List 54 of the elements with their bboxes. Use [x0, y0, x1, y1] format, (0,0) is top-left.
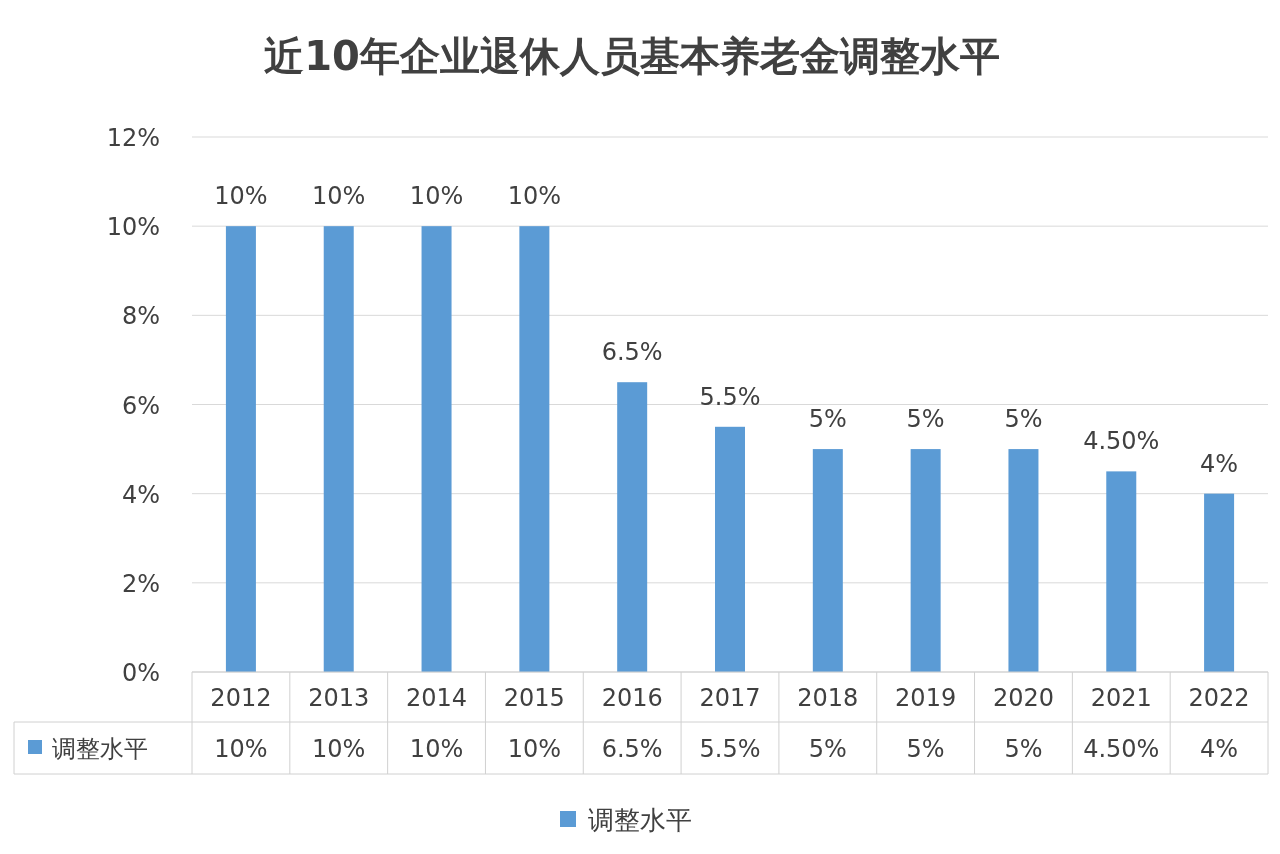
y-tick-label: 10%: [106, 213, 160, 242]
legend-label: 调整水平: [52, 735, 148, 763]
y-tick-label: 2%: [121, 569, 160, 598]
bar: [323, 226, 354, 672]
bar: [1008, 449, 1039, 672]
x-tick-label: 2022: [1188, 684, 1250, 712]
bar: [1106, 471, 1137, 672]
x-tick-label: 2013: [308, 684, 370, 712]
text: 6.5%: [601, 338, 663, 367]
data-label: 10%: [214, 735, 268, 763]
x-tick-label: 2019: [895, 684, 957, 712]
y-tick-label: 4%: [121, 480, 160, 509]
bar: [421, 226, 452, 672]
x-tick-label: 2021: [1090, 684, 1152, 712]
data-label: 6.5%: [601, 735, 663, 763]
text: 5%: [808, 405, 847, 434]
text: 5.5%: [699, 382, 761, 411]
text: 5%: [906, 405, 945, 434]
chart-title: 近10年企业退休人员基本养老金调整水平: [264, 33, 1000, 79]
data-label: 5.5%: [699, 735, 761, 763]
text: 10%: [312, 182, 366, 211]
bar: [519, 226, 550, 672]
x-tick-label: 2015: [503, 684, 565, 712]
data-label: 5%: [808, 735, 847, 763]
data-label: 4.50%: [1083, 735, 1160, 763]
y-tick-label: 6%: [121, 391, 160, 420]
text: 4%: [1200, 449, 1239, 478]
data-label: 5%: [906, 735, 945, 763]
text: 4.50%: [1083, 427, 1160, 456]
x-tick-label: 2020: [992, 684, 1054, 712]
bar: [225, 226, 256, 672]
data-label: 4%: [1200, 735, 1239, 763]
x-tick-label: 2012: [210, 684, 272, 712]
bar: [1204, 493, 1235, 672]
bar: [812, 449, 843, 672]
x-tick-label: 2016: [601, 684, 663, 712]
bar: [715, 426, 745, 672]
x-tick-label: 2018: [797, 684, 859, 712]
data-label: 10%: [409, 735, 464, 763]
y-tick-label: 0%: [121, 659, 160, 687]
data-label: 10%: [312, 735, 366, 763]
bar: [910, 449, 941, 672]
legend: 调整水平: [560, 805, 692, 835]
x-tick-label: 2014: [406, 684, 468, 712]
bar: [617, 382, 648, 672]
x-tick-label: 2017: [699, 684, 761, 712]
text: 10%: [409, 182, 464, 211]
text: 5%: [1004, 405, 1043, 434]
y-tick-label: 8%: [121, 302, 160, 331]
data-label: 5%: [1004, 735, 1043, 763]
text: 10%: [214, 182, 268, 211]
text: 10%: [507, 182, 562, 211]
y-tick-label: 12%: [106, 124, 160, 152]
data-label: 10%: [507, 735, 562, 763]
